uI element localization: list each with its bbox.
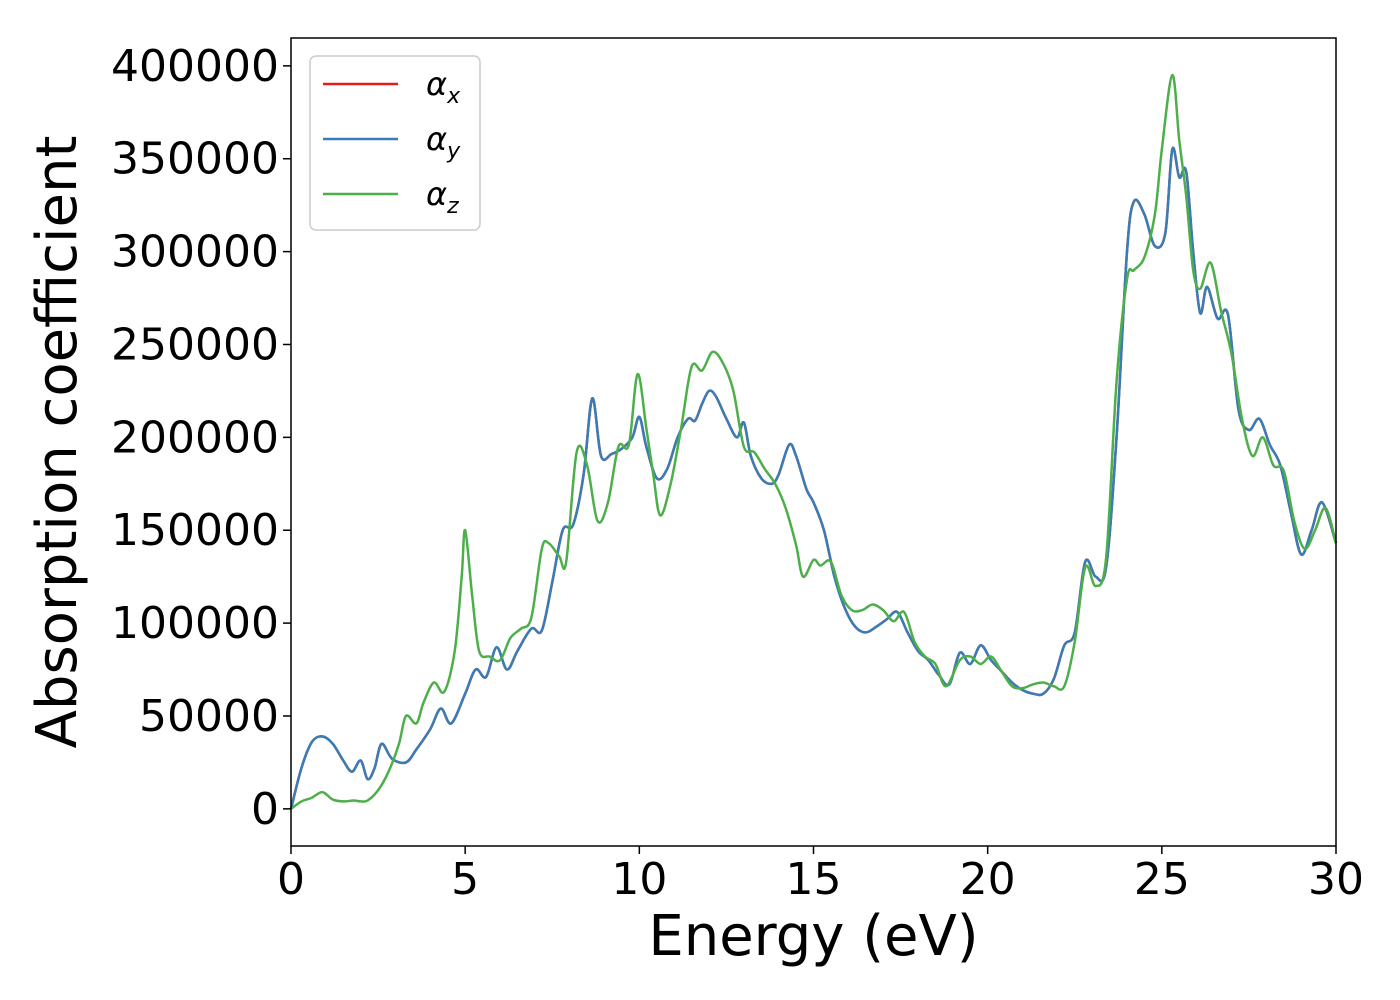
y-tick-label: 0	[251, 784, 279, 835]
y-tick-label: 400000	[111, 41, 279, 92]
x-tick-label: 5	[451, 854, 479, 905]
x-axis-title: Energy (eV)	[648, 904, 978, 969]
x-tick-label: 0	[277, 854, 305, 905]
legend-label-x: αx	[426, 65, 461, 109]
x-tick-label: 10	[611, 854, 667, 905]
y-tick-label: 350000	[111, 134, 279, 185]
legend-label-z: αz	[426, 175, 459, 219]
series-line-z	[290, 73, 1338, 810]
series-line-y	[289, 146, 1338, 810]
y-tick-label: 250000	[111, 319, 279, 370]
y-tick-label: 300000	[111, 227, 279, 278]
y-tick-label: 100000	[111, 598, 279, 649]
x-axis: 0 5 10 15 20 25 30	[277, 846, 1364, 905]
x-tick-label: 30	[1308, 854, 1364, 905]
x-tick-label: 20	[960, 854, 1016, 905]
y-axis-title: Absorption coefficient	[25, 136, 90, 749]
series-layer	[289, 73, 1338, 810]
legend: αx αy αz	[309, 55, 481, 231]
x-tick-label: 25	[1134, 854, 1190, 905]
y-tick-label: 150000	[111, 505, 279, 556]
legend-box	[309, 55, 481, 231]
x-tick-label: 15	[786, 854, 842, 905]
y-tick-label: 200000	[111, 412, 279, 463]
legend-label-y: αy	[426, 120, 461, 164]
y-axis: 0 50000 100000 150000 200000 250000 300000 3500…	[111, 41, 291, 835]
y-tick-label: 50000	[139, 691, 279, 742]
